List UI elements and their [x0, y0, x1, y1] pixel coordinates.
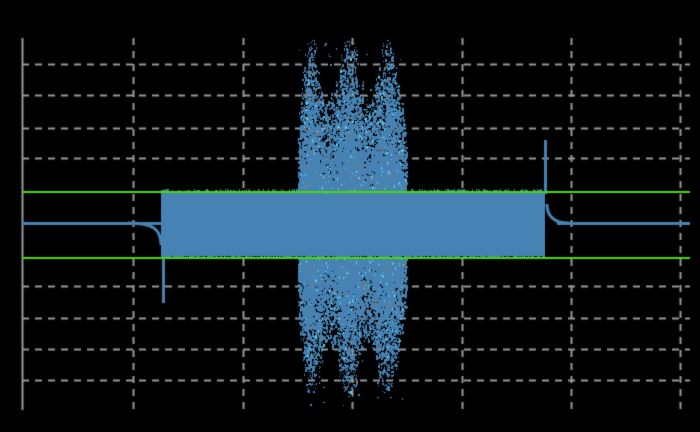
signal-plot-figure	[0, 0, 700, 432]
plot-canvas	[0, 0, 700, 432]
